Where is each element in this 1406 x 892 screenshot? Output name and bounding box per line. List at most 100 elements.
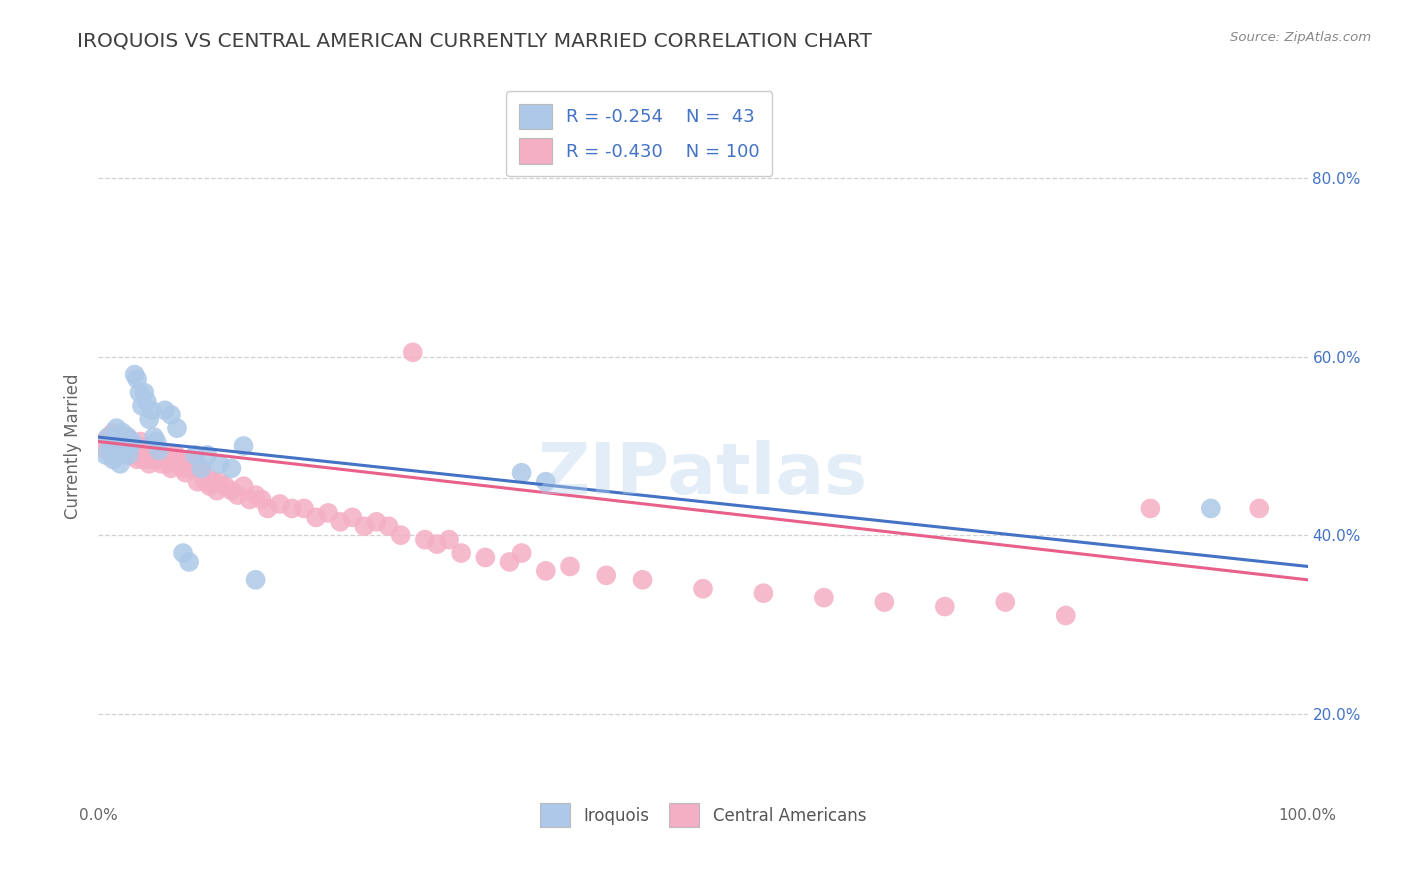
Point (150, 457, 173, 471)
Point (105, 439, 128, 453)
Point (208, 457, 231, 471)
Point (239, 492, 262, 507)
Point (752, 586, 775, 600)
Point (256, 501, 278, 516)
Point (167, 452, 190, 467)
Point (132, 452, 155, 467)
Point (534, 564, 557, 578)
Point (100, 439, 122, 453)
Point (1199, 501, 1222, 516)
Point (115, 434, 138, 449)
Point (194, 475, 217, 489)
Point (111, 439, 134, 453)
Point (181, 461, 204, 475)
Point (366, 515, 388, 529)
Point (160, 461, 183, 475)
Point (160, 408, 183, 422)
Point (141, 452, 163, 467)
Point (114, 443, 136, 458)
Point (510, 466, 533, 480)
Point (153, 403, 176, 417)
Point (198, 479, 221, 493)
Point (107, 448, 129, 462)
Point (103, 434, 125, 449)
Point (208, 475, 231, 489)
Point (1139, 501, 1161, 516)
Point (108, 434, 131, 449)
Point (353, 519, 375, 533)
Point (105, 421, 128, 435)
Point (474, 550, 496, 565)
Point (112, 443, 135, 458)
Point (389, 528, 412, 542)
Point (184, 448, 207, 462)
Point (108, 457, 131, 471)
Point (994, 595, 1017, 609)
Point (402, 345, 425, 359)
Point (190, 461, 212, 475)
Point (118, 448, 141, 462)
Point (232, 439, 254, 453)
Point (510, 546, 533, 560)
Point (112, 430, 135, 444)
Point (558, 559, 581, 574)
Point (101, 425, 124, 440)
Point (232, 479, 254, 493)
Point (143, 452, 166, 467)
Point (292, 501, 315, 516)
Point (121, 434, 143, 449)
Point (100, 439, 122, 453)
Point (221, 461, 243, 475)
Point (166, 421, 188, 435)
Point (118, 448, 141, 462)
Point (101, 452, 124, 467)
Point (108, 430, 131, 444)
Point (269, 497, 291, 511)
Point (214, 479, 236, 493)
Text: IROQUOIS VS CENTRAL AMERICAN CURRENTLY MARRIED CORRELATION CHART: IROQUOIS VS CENTRAL AMERICAN CURRENTLY M… (77, 31, 872, 50)
Point (127, 448, 149, 462)
Point (226, 488, 249, 502)
Point (184, 457, 207, 471)
Point (1249, 501, 1271, 516)
Point (111, 425, 134, 440)
Point (148, 452, 170, 467)
Point (135, 439, 157, 453)
Point (221, 483, 243, 498)
Point (117, 430, 139, 444)
Point (437, 533, 460, 547)
Point (118, 439, 141, 453)
Point (179, 457, 201, 471)
Point (595, 568, 617, 582)
Point (413, 533, 436, 547)
Point (305, 510, 328, 524)
Point (127, 452, 149, 467)
Point (108, 430, 131, 444)
Point (104, 430, 127, 444)
Point (813, 591, 835, 605)
Point (128, 385, 150, 400)
Text: ZIPatlas: ZIPatlas (538, 440, 868, 509)
Point (148, 443, 170, 458)
Point (165, 448, 187, 462)
Point (179, 555, 201, 569)
Point (245, 488, 267, 502)
Point (127, 372, 149, 386)
Point (155, 448, 177, 462)
Point (205, 483, 228, 498)
Point (110, 439, 132, 453)
Point (143, 430, 166, 444)
Point (377, 519, 399, 533)
Point (250, 492, 273, 507)
Point (134, 385, 156, 400)
Point (114, 434, 136, 449)
Point (138, 457, 160, 471)
Y-axis label: Currently Married: Currently Married (65, 373, 83, 519)
Point (129, 434, 152, 449)
Point (195, 470, 218, 484)
Point (934, 599, 956, 614)
Point (172, 546, 194, 560)
Point (316, 506, 339, 520)
Point (145, 434, 167, 449)
Point (94, 448, 117, 462)
